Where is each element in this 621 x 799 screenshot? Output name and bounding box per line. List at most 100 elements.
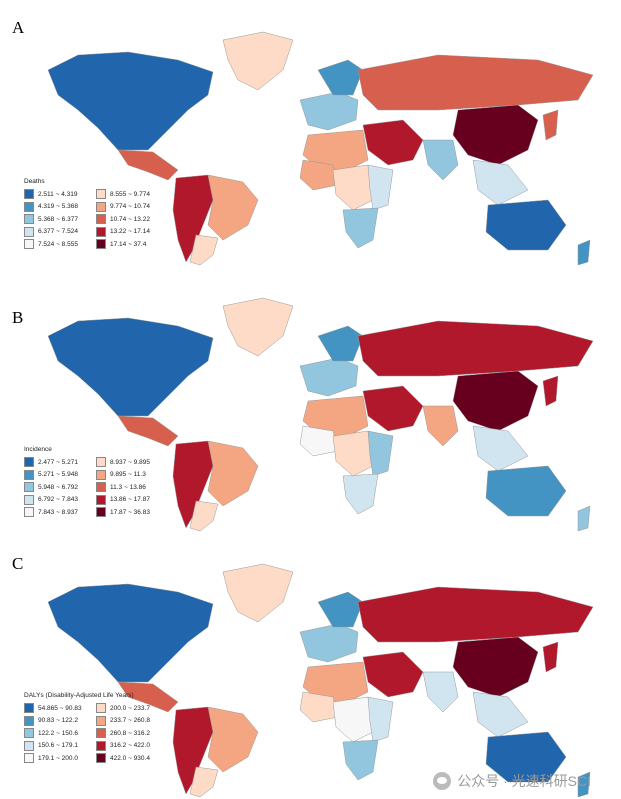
legend-label: 4.319 ~ 5.368 xyxy=(38,203,78,211)
legend-swatch xyxy=(96,703,106,714)
region-middle-east xyxy=(362,385,424,432)
legend-item: 11.3 ~ 13.86 xyxy=(96,481,168,494)
legend-label: 7.524 ~ 8.555 xyxy=(38,240,78,248)
legend-label: 90.83 ~ 122.2 xyxy=(38,717,78,725)
legend-swatch xyxy=(24,753,34,764)
legend-item: 54.865 ~ 90.83 xyxy=(24,702,96,715)
region-australia xyxy=(485,465,567,517)
legend-swatch xyxy=(96,482,106,493)
legend-item: 6.377 ~ 7.524 xyxy=(24,226,96,239)
legend-label: 8.937 ~ 9.895 xyxy=(110,458,150,466)
legend-swatch xyxy=(96,239,106,250)
legend-item: 13.22 ~ 17.14 xyxy=(96,226,168,239)
region-middle-east xyxy=(362,651,424,698)
legend-swatch xyxy=(24,507,34,518)
legend-label: 6.792 ~ 7.843 xyxy=(38,496,78,504)
region-greenland xyxy=(222,297,294,357)
legend: Incidence 2.477 ~ 5.271 5.271 ~ 5.948 5.94… xyxy=(24,446,168,519)
legend-label: 5.368 ~ 6.377 xyxy=(38,215,78,223)
legend: Deaths 2.511 ~ 4.319 4.319 ~ 5.368 5.368 ~… xyxy=(24,178,168,251)
region-southern-africa xyxy=(342,207,379,249)
region-north-america xyxy=(47,583,214,683)
region-brazil xyxy=(207,440,259,507)
watermark: 公众号 · 光速科研SCI xyxy=(433,771,591,791)
region-europe-west xyxy=(299,91,359,131)
legend-swatch xyxy=(24,201,34,212)
region-east-africa xyxy=(367,430,394,477)
region-southeast-asia xyxy=(472,691,529,738)
region-central-america xyxy=(117,681,179,713)
legend-swatch xyxy=(24,482,34,493)
region-china xyxy=(452,636,539,698)
panel-letter: C xyxy=(12,554,24,573)
region-new-zealand xyxy=(577,239,591,266)
legend-item: 8.937 ~ 9.895 xyxy=(96,456,168,469)
legend-item: 8.555 ~ 9.774 xyxy=(96,188,168,201)
region-middle-east xyxy=(362,119,424,166)
legend-item: 90.83 ~ 122.2 xyxy=(24,715,96,728)
region-china xyxy=(452,370,539,432)
legend-item: 422.0 ~ 930.4 xyxy=(96,752,168,765)
legend-title: Incidence xyxy=(24,446,52,453)
region-southeast-asia xyxy=(472,425,529,472)
legend-swatch xyxy=(24,226,34,237)
legend-item: 10.74 ~ 13.22 xyxy=(96,213,168,226)
legend-label: 260.8 ~ 316.2 xyxy=(110,729,150,737)
legend-item: 17.87 ~ 36.83 xyxy=(96,506,168,519)
legend: DALYs (Disability-Adjusted Life Years) 5… xyxy=(24,692,168,765)
legend-item: 9.774 ~ 10.74 xyxy=(96,201,168,214)
legend-label: 122.2 ~ 150.6 xyxy=(38,729,78,737)
region-japan xyxy=(542,109,559,141)
legend-swatch xyxy=(96,494,106,505)
legend-item: 7.524 ~ 8.555 xyxy=(24,238,96,251)
legend-swatch xyxy=(24,457,34,468)
legend-label: 54.865 ~ 90.83 xyxy=(38,704,82,712)
region-north-america xyxy=(47,51,214,151)
region-europe-west xyxy=(299,623,359,663)
legend-items: 2.511 ~ 4.319 4.319 ~ 5.368 5.368 ~ 6.377 6… xyxy=(24,188,168,251)
legend-item: 200.0 ~ 233.7 xyxy=(96,702,168,715)
legend-item: 9.895 ~ 11.3 xyxy=(96,469,168,482)
legend-swatch xyxy=(24,214,34,225)
region-scandinavia xyxy=(317,325,364,362)
region-brazil xyxy=(207,174,259,241)
world-map xyxy=(47,297,594,532)
region-japan xyxy=(542,375,559,407)
legend-items: 54.865 ~ 90.83 90.83 ~ 122.2 122.2 ~ 150.6… xyxy=(24,702,168,765)
legend-label: 2.511 ~ 4.319 xyxy=(38,190,78,198)
legend-swatch xyxy=(24,189,34,200)
legend-label: 8.555 ~ 9.774 xyxy=(110,190,150,198)
legend-item: 6.792 ~ 7.843 xyxy=(24,494,96,507)
region-east-africa xyxy=(367,164,394,211)
region-australia xyxy=(485,731,567,783)
legend-label: 6.377 ~ 7.524 xyxy=(38,228,78,236)
region-russia xyxy=(357,586,594,643)
region-central-america xyxy=(117,415,179,447)
legend-label: 17.14 ~ 37.4 xyxy=(110,240,147,248)
region-west-africa xyxy=(299,425,339,457)
region-southern-africa xyxy=(342,739,379,781)
region-new-zealand xyxy=(577,505,591,532)
legend-label: 7.843 ~ 8.937 xyxy=(38,508,78,516)
legend-label: 316.2 ~ 422.0 xyxy=(110,742,150,750)
legend-label: 9.895 ~ 11.3 xyxy=(110,471,146,479)
region-west-africa xyxy=(299,159,339,191)
region-argentina xyxy=(189,234,219,266)
region-greenland xyxy=(222,563,294,623)
legend-label: 422.0 ~ 930.4 xyxy=(110,754,150,762)
legend-label: 13.22 ~ 17.14 xyxy=(110,228,150,236)
region-east-africa xyxy=(367,696,394,743)
legend-label: 150.6 ~ 179.1 xyxy=(38,742,78,750)
region-russia xyxy=(357,320,594,377)
legend-swatch xyxy=(24,469,34,480)
region-new-zealand xyxy=(577,771,591,798)
panel-b: B Incidence 2.477 ~ 5.271 5.271 ~ 5.948 5.… xyxy=(0,266,621,532)
region-brazil xyxy=(207,706,259,773)
legend-label: 179.1 ~ 200.0 xyxy=(38,754,78,762)
region-argentina xyxy=(189,500,219,532)
legend-item: 17.14 ~ 37.4 xyxy=(96,238,168,251)
legend-label: 10.74 ~ 13.22 xyxy=(110,215,150,223)
legend-swatch xyxy=(24,239,34,250)
region-australia xyxy=(485,199,567,251)
region-scandinavia xyxy=(317,59,364,96)
